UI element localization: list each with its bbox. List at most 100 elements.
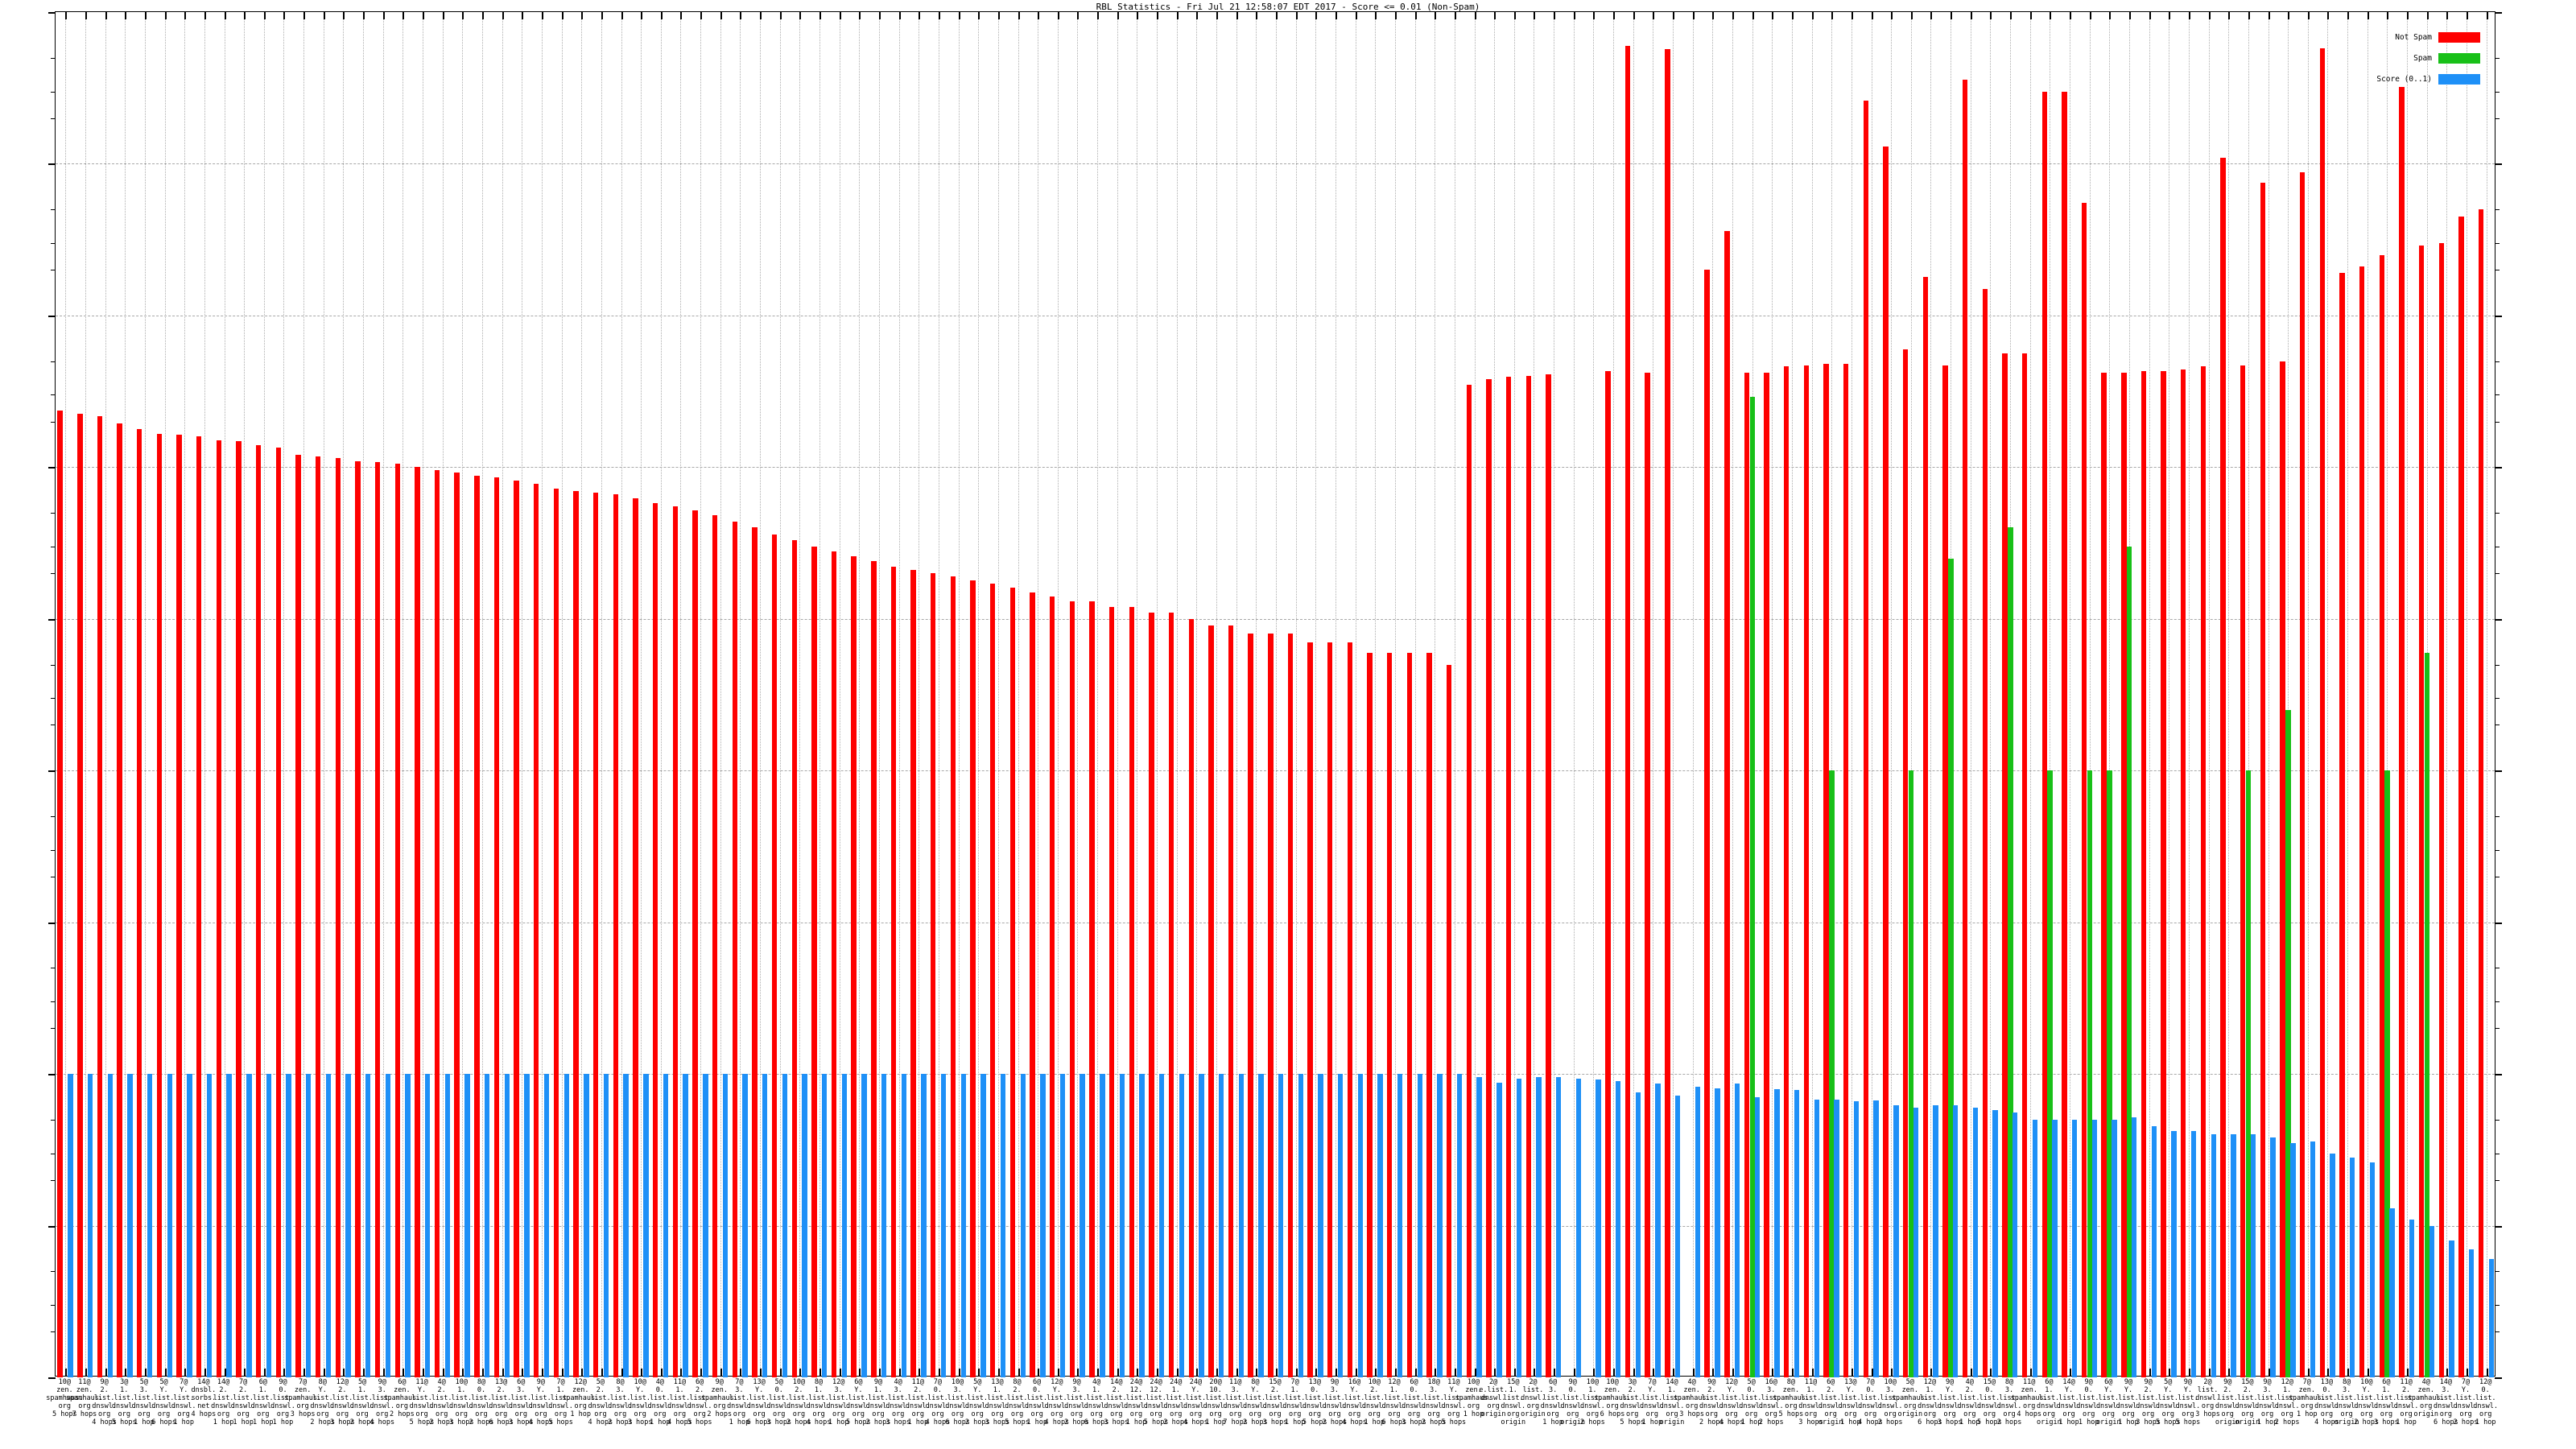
x-tick: [1038, 12, 1040, 19]
gridline-v: [204, 12, 205, 1376]
x-tick-label: 10@ 2. list. dnswl. org 2 hops: [786, 1378, 811, 1426]
x-tick-label: 10@ 1. list. dnswl. org 2 hops: [1580, 1378, 1605, 1426]
x-tick-label: 14@ 2. list. dnswl. org 1 hop: [211, 1378, 236, 1426]
bar-score: [901, 1074, 906, 1377]
y-tick-major: [48, 770, 56, 773]
x-tick: [2029, 1368, 2032, 1376]
x-tick: [1772, 12, 1774, 19]
x-tick: [1970, 1368, 1972, 1376]
x-tick: [502, 12, 504, 19]
bar-not-spam: [2161, 370, 2166, 1377]
x-tick: [1216, 12, 1219, 19]
x-tick-label: 3@ 1. list. dnswl. org 5 hops: [111, 1378, 137, 1426]
x-tick-label: 24@ Y. list. dnswl. org 4 hops: [1183, 1378, 1208, 1426]
bar-score: [821, 1074, 828, 1377]
bar-score: [2032, 1119, 2038, 1377]
gridline-v: [502, 12, 503, 1376]
bar-score: [1278, 1074, 1284, 1377]
gridline-v: [363, 12, 365, 1376]
bar-not-spam: [633, 498, 638, 1377]
x-tick-label: 6@ 1. list. dnswl. org 3 hops: [2374, 1378, 2399, 1426]
chart-legend: Not Spam Spam Score (0..1): [2319, 27, 2480, 89]
x-tick: [1196, 1368, 1199, 1376]
x-tick: [1394, 1368, 1397, 1376]
x-tick: [621, 1368, 623, 1376]
y-tick-major: [48, 922, 56, 924]
x-tick: [423, 1368, 425, 1376]
x-tick-label: 5@ 0. list. dnswl. org 1 hop: [1739, 1378, 1764, 1426]
x-tick-label: 6@ 0. list. dnswl. org 3 hops: [1402, 1378, 1426, 1426]
bar-not-spam: [1922, 276, 1928, 1377]
bar-not-spam: [2438, 242, 2444, 1377]
bar-not-spam: [613, 494, 619, 1377]
x-tick-label: 12@ 2. list. dnswl. org 3 hops: [330, 1378, 355, 1426]
x-tick: [363, 12, 365, 19]
x-axis-labels: 10@ zen. spamhaus. org 5 hops 11@ zen. sp…: [46, 1378, 2498, 1449]
x-tick: [2188, 12, 2190, 19]
gridline-v: [65, 12, 67, 1376]
gridline-h: [56, 618, 2495, 620]
x-tick-label: 6@ 0. list. dnswl. org 1 hop: [1024, 1378, 1050, 1426]
bar-not-spam: [1645, 372, 1650, 1377]
bar-not-spam: [2121, 372, 2127, 1377]
x-tick: [382, 1368, 385, 1376]
gridline-v: [1732, 12, 1733, 1376]
bar-score: [921, 1074, 927, 1377]
x-tick-label: 10@ Y. list. dnswl. org 2 hops: [2354, 1378, 2380, 1426]
x-tick: [898, 1368, 901, 1376]
x-tick: [1097, 12, 1100, 19]
x-tick: [1851, 1368, 1853, 1376]
x-tick: [402, 12, 405, 19]
y-tick-minor: [2495, 849, 2500, 851]
x-tick-label: 11@ Y. list. dnswl. org 5 hops: [1441, 1378, 1467, 1426]
x-tick-label: 6@ Y. list. dnswl. org 5 hops: [845, 1378, 871, 1426]
bar-spam: [2424, 652, 2430, 1377]
x-tick-label: 4@ 0. list. dnswl. org 1 hop: [647, 1378, 673, 1426]
x-tick: [680, 12, 683, 19]
bar-not-spam: [950, 576, 956, 1377]
gridline-v: [244, 12, 246, 1376]
bar-score: [762, 1074, 768, 1377]
gridline-v: [581, 12, 583, 1376]
gridline-h: [56, 1225, 2495, 1227]
x-tick-label: 6@ 3. list. dnswl. org 3 hops: [508, 1378, 534, 1426]
bar-score: [2071, 1119, 2078, 1377]
y-tick-minor: [2495, 1305, 2500, 1307]
x-tick: [2467, 12, 2469, 19]
x-tick: [2228, 12, 2231, 19]
x-tick: [1057, 12, 1059, 19]
x-tick: [1593, 1368, 1596, 1376]
x-tick-label: 12@ Y. list. dnswl. org 4 hops: [1044, 1378, 1070, 1426]
x-tick: [2268, 12, 2270, 19]
x-tick-label: 9@ 0. list. dnswl. org 1 hop: [270, 1378, 295, 1426]
x-tick-label: 2@ list. dnswl. org origin: [1521, 1378, 1546, 1418]
bar-score: [405, 1074, 411, 1377]
y-tick-minor: [51, 724, 56, 726]
bar-spam: [2285, 710, 2291, 1377]
bar-score: [1893, 1105, 1899, 1377]
x-tick: [481, 1368, 484, 1376]
x-tick: [760, 12, 762, 19]
bar-not-spam: [1009, 588, 1016, 1377]
x-tick-label: 7@ Y. list. dnswl. org 2 hops: [2453, 1378, 2479, 1426]
bar-not-spam: [2021, 353, 2028, 1377]
x-tick-label: 12@ Y. list. dnswl. org 4 hops: [1719, 1378, 1744, 1426]
x-tick: [799, 12, 802, 19]
bar-not-spam: [2399, 87, 2405, 1377]
gridline-v: [1831, 12, 1833, 1376]
x-tick-label: 13@ 0. list. dnswl. org 4 hops: [2314, 1378, 2339, 1426]
x-tick: [323, 12, 325, 19]
x-tick: [522, 12, 524, 19]
gridline-v: [2248, 12, 2249, 1376]
bar-spam: [1948, 558, 1954, 1377]
x-tick-label: 12@ zen. spamhaus. org 1 hop: [562, 1378, 600, 1418]
bar-not-spam: [910, 570, 916, 1377]
legend-item-score: Score (0..1): [2319, 68, 2480, 89]
x-tick-label: 8@ 2. list. dnswl. org 5 hops: [1005, 1378, 1030, 1426]
bar-score: [1437, 1074, 1443, 1377]
x-tick-label: 20@ 10. list. dnswl. org 1 hop: [1203, 1378, 1228, 1426]
x-tick: [541, 1368, 543, 1376]
bar-score: [980, 1074, 986, 1377]
x-tick-label: 10@ 1. list. dnswl. org 3 hops: [448, 1378, 474, 1426]
y-tick-minor: [51, 118, 56, 119]
